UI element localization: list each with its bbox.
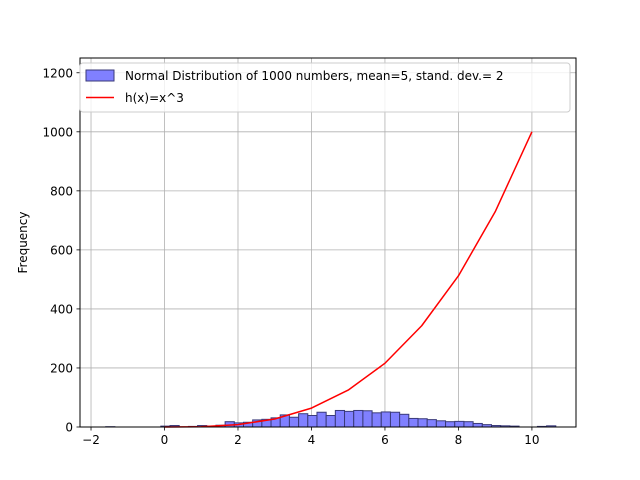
legend-box	[79, 62, 571, 113]
y-axis-ticks: 0 200 400 600 800 1000 1200	[42, 66, 80, 435]
y-tick-label: 600	[50, 243, 73, 257]
x-tick-label: 0	[161, 433, 169, 447]
histogram-bar	[316, 411, 327, 428]
histogram-bar	[288, 416, 300, 428]
histogram-bar	[472, 422, 483, 428]
histogram-bar	[454, 420, 465, 428]
x-tick-label: 10	[524, 433, 539, 447]
histogram-bar	[334, 409, 346, 428]
x-tick-label: 6	[381, 433, 389, 447]
histogram-bar	[325, 414, 336, 428]
y-axis-label: Frequency	[16, 212, 30, 274]
legend-histogram-swatch	[85, 69, 115, 82]
x-axis-ticks: −2 0 2 4 6 8 10	[82, 427, 540, 447]
histogram-bar	[408, 417, 419, 428]
y-tick-label: 1200	[42, 66, 73, 80]
cubic-series-line	[164, 131, 533, 428]
histogram-bar	[389, 411, 401, 428]
x-tick-label: −2	[82, 433, 100, 447]
histogram-bar	[344, 410, 355, 428]
histogram-bar	[362, 410, 373, 428]
legend: Normal Distribution of 1000 numbers, mea…	[79, 62, 571, 113]
histogram-bar	[307, 414, 318, 428]
plot-frame	[79, 57, 577, 428]
histogram-bar	[298, 413, 309, 428]
legend-line-label: h(x)=x^3	[125, 91, 184, 105]
y-tick-label: 200	[50, 361, 73, 375]
legend-histogram-label: Normal Distribution of 1000 numbers, mea…	[125, 69, 504, 83]
x-tick-label: 8	[455, 433, 463, 447]
histogram-bar	[463, 421, 474, 428]
histogram-bar	[445, 421, 456, 428]
x-tick-label: 2	[234, 433, 242, 447]
y-tick-label: 400	[50, 302, 73, 316]
histogram-bar	[380, 411, 391, 428]
histogram-bar	[426, 419, 437, 428]
y-tick-label: 0	[65, 421, 73, 435]
y-tick-label: 1000	[42, 125, 73, 139]
x-tick-label: 4	[308, 433, 316, 447]
histogram-bar	[353, 409, 364, 428]
histogram-bar	[399, 413, 410, 428]
cubic-line-layer	[164, 131, 533, 428]
y-tick-label: 800	[50, 184, 73, 198]
histogram-bar	[371, 412, 382, 428]
histogram-bar	[435, 420, 447, 428]
histogram-bar	[417, 418, 428, 428]
